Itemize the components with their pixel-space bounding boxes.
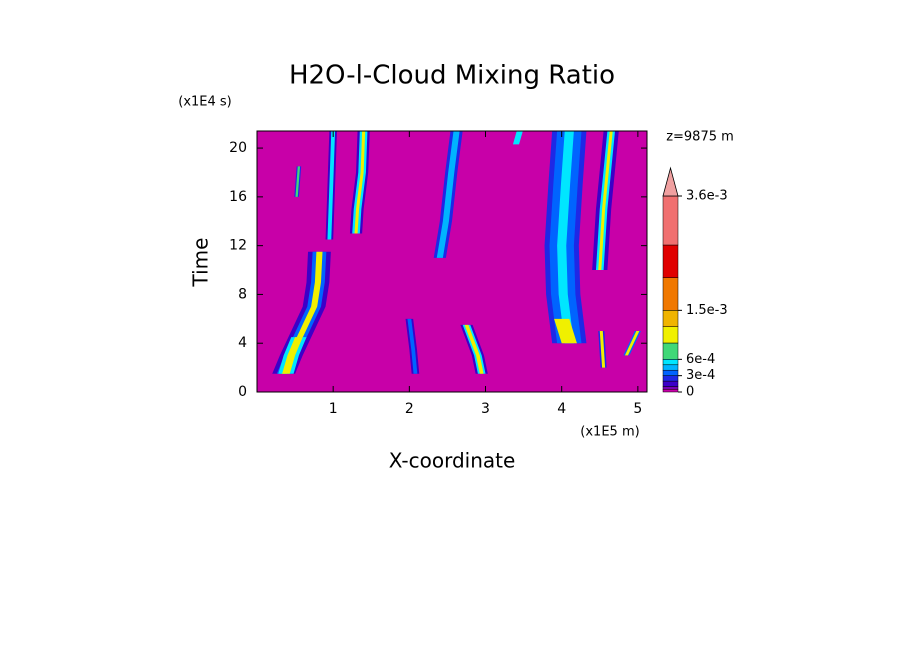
- colorbar-segment: [662, 244, 679, 278]
- x-tick-label: 1: [329, 401, 338, 417]
- colorbar-tick-label: 1.5e-3: [686, 303, 728, 318]
- x-tick-label: 4: [557, 401, 566, 417]
- colorbar-segment: [662, 277, 679, 311]
- annotation: z=9875 m: [666, 130, 734, 145]
- colorbar-segment: [662, 364, 679, 371]
- x-unit: (x1E5 m): [580, 425, 639, 440]
- y-tick-label: 12: [229, 238, 247, 254]
- x-axis-label: X-coordinate: [389, 449, 516, 473]
- contour-region: [598, 131, 613, 271]
- contour-region: [280, 251, 323, 374]
- contour-region: [436, 131, 460, 258]
- y-unit: (x1E4 s): [178, 95, 232, 110]
- colorbar-segment: [662, 195, 679, 246]
- contour-region: [407, 318, 418, 374]
- colorbar-tick-label: 3.6e-3: [686, 189, 728, 204]
- contour-region: [599, 331, 606, 368]
- contour-field: [257, 131, 647, 392]
- y-tick-label: 20: [229, 140, 247, 156]
- contour-region: [464, 324, 484, 374]
- colorbar-segment: [662, 326, 679, 344]
- colorbar-segment: [662, 380, 679, 387]
- y-axis-label: Time: [189, 238, 213, 288]
- colorbar-segment: [662, 375, 679, 382]
- colorbar-segment: [662, 386, 679, 390]
- colorbar-tick-label: 3e-4: [686, 368, 715, 383]
- x-tick-label: 5: [633, 401, 642, 417]
- y-tick-label: 0: [238, 384, 247, 400]
- contour-region: [512, 131, 523, 145]
- colorbar-segment: [662, 389, 679, 393]
- colorbar-segment: [662, 359, 679, 366]
- contour-region: [354, 131, 366, 234]
- colorbar-extension: [662, 166, 679, 197]
- x-tick-label: 3: [481, 401, 490, 417]
- contour-region: [282, 337, 303, 374]
- y-tick-label: 16: [229, 189, 247, 205]
- contour-region: [276, 251, 327, 374]
- contour-region: [327, 131, 336, 240]
- contour-region: [295, 166, 301, 197]
- plot-frame: [256, 130, 648, 393]
- colorbar-segment: [662, 369, 679, 376]
- colorbar-tick-label: 0: [686, 385, 694, 400]
- contour-region: [624, 331, 640, 356]
- colorbar-segment: [662, 310, 679, 327]
- contour-region: [557, 131, 574, 344]
- y-tick-label: 8: [238, 286, 247, 302]
- colorbar-segment: [662, 342, 679, 360]
- x-tick-label: 2: [405, 401, 414, 417]
- y-tick-label: 4: [238, 335, 247, 351]
- chart-title: H2O-l-Cloud Mixing Ratio: [289, 61, 615, 91]
- colorbar-tick-label: 6e-4: [686, 352, 715, 367]
- contour-region: [554, 318, 577, 344]
